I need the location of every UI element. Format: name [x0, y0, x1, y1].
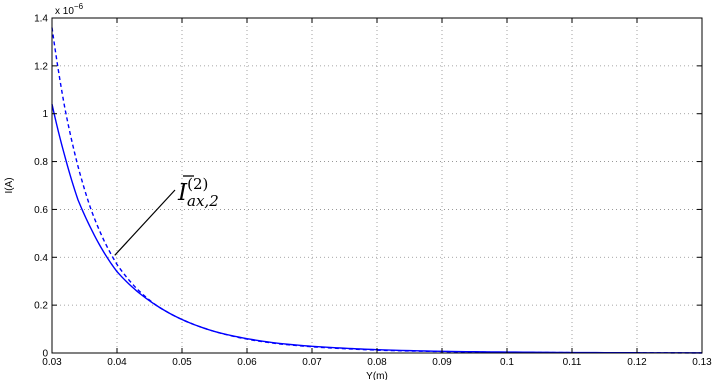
y-tick-label: 0.8 — [34, 157, 48, 168]
x-tick-label: 0.05 — [172, 357, 192, 368]
annotation-leader-line — [114, 189, 176, 256]
y-tick-label: 1.4 — [34, 14, 48, 25]
x-tick-label: 0.12 — [627, 357, 647, 368]
x-tick-label: 0.03 — [42, 357, 62, 368]
labels: Y(m) I(A) x 10−6 — [4, 2, 388, 382]
annotation: I(2) ax,2 — [114, 175, 219, 256]
y-axis-exponent: x 10−6 — [55, 2, 84, 17]
x-tick-label: 0.11 — [563, 357, 582, 368]
annotation-label: I(2) ax,2 — [177, 175, 219, 210]
y-tick-label: 1.2 — [34, 61, 48, 72]
annotation-superscript: (2) — [187, 175, 208, 193]
annotation-subscript: ax,2 — [187, 192, 219, 210]
x-tick-label: 0.09 — [432, 357, 452, 368]
y-axis-exponent-power: −6 — [74, 2, 84, 11]
x-tick-label: 0.06 — [237, 357, 257, 368]
annotation-base: I — [177, 180, 188, 206]
y-axis-label: I(A) — [4, 177, 15, 193]
x-tick-label: 0.04 — [107, 357, 127, 368]
y-tick-label: 0.2 — [34, 301, 48, 312]
y-tick-label: 0 — [42, 349, 48, 360]
x-tick-label: 0.13 — [692, 357, 712, 368]
x-tick-label: 0.08 — [367, 357, 387, 368]
x-tick-label: 0.07 — [302, 357, 322, 368]
ticks: 0.03 0.04 0.05 0.06 0.07 0.08 0.09 0.1 0.11 0.12 0… — [34, 14, 712, 369]
y-tick-label: 0.6 — [34, 205, 48, 216]
series-line-dashed — [51, 27, 702, 354]
x-tick-label: 0.1 — [500, 357, 514, 368]
x-axis-label: Y(m) — [366, 371, 388, 380]
y-tick-label: 0.4 — [34, 253, 48, 264]
y-tick-label: 1 — [42, 109, 48, 120]
grid — [52, 18, 702, 353]
series-layer — [51, 27, 703, 354]
y-axis-exponent-base: x 10 — [55, 6, 74, 17]
